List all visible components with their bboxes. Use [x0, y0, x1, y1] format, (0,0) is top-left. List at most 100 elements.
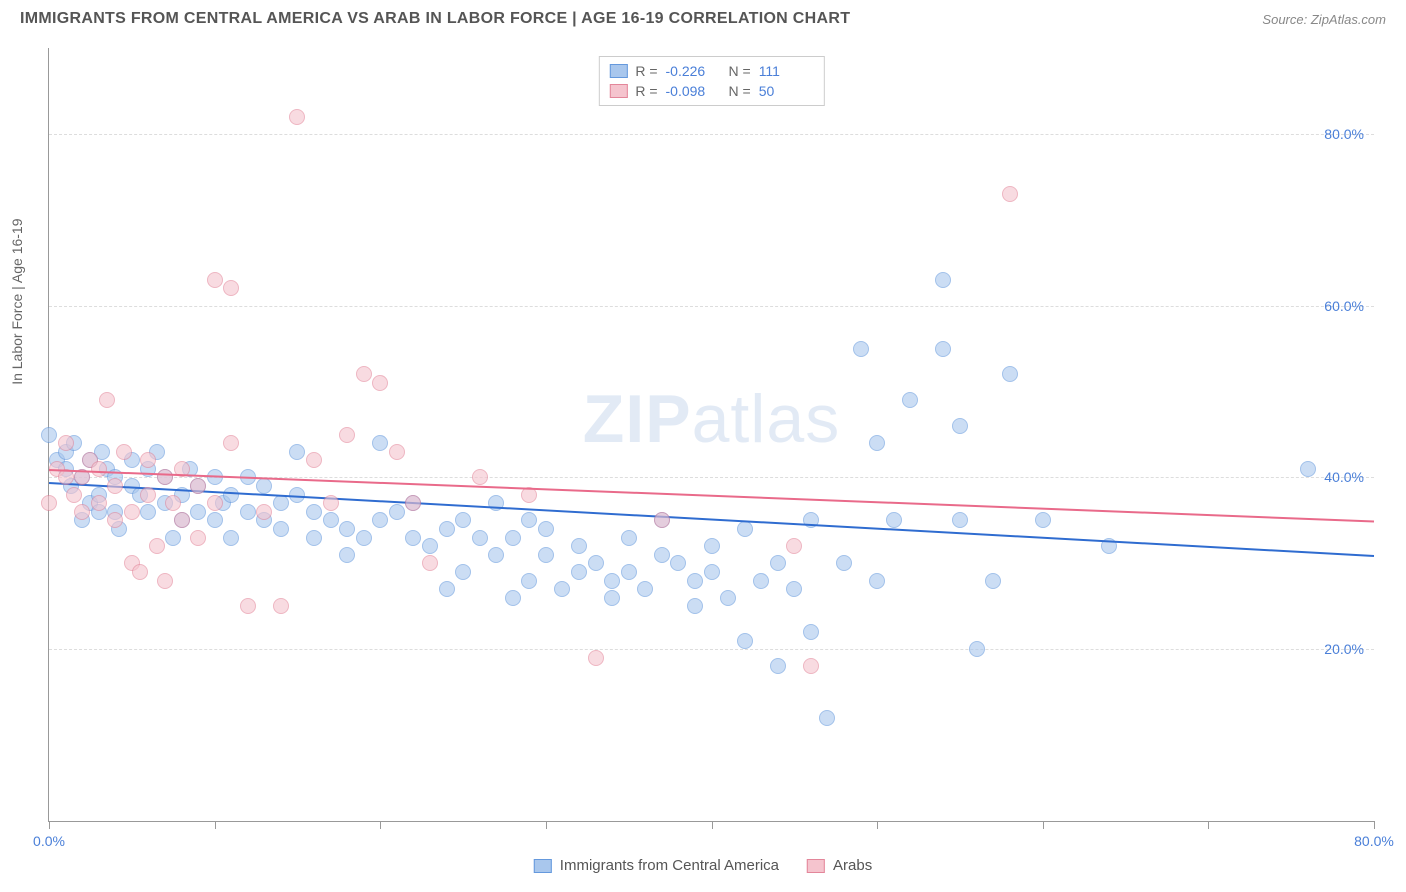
- data-point: [273, 495, 289, 511]
- data-point: [256, 504, 272, 520]
- chart-title: IMMIGRANTS FROM CENTRAL AMERICA VS ARAB …: [20, 10, 850, 28]
- data-point: [505, 590, 521, 606]
- x-tick-label: 80.0%: [1354, 833, 1394, 849]
- data-point: [356, 530, 372, 546]
- data-point: [952, 418, 968, 434]
- data-point: [455, 512, 471, 528]
- data-point: [405, 495, 421, 511]
- data-point: [91, 461, 107, 477]
- data-point: [356, 366, 372, 382]
- data-point: [1300, 461, 1316, 477]
- data-point: [207, 495, 223, 511]
- data-point: [140, 452, 156, 468]
- x-tick: [1374, 821, 1375, 829]
- data-point: [240, 504, 256, 520]
- data-point: [389, 444, 405, 460]
- data-point: [687, 598, 703, 614]
- data-point: [521, 573, 537, 589]
- data-point: [149, 538, 165, 554]
- data-point: [786, 538, 802, 554]
- grid-line: [49, 306, 1374, 307]
- y-tick-label: 80.0%: [1324, 126, 1364, 142]
- data-point: [372, 375, 388, 391]
- y-tick-label: 60.0%: [1324, 298, 1364, 314]
- data-point: [190, 530, 206, 546]
- x-tick-label: 0.0%: [33, 833, 65, 849]
- data-point: [157, 469, 173, 485]
- chart-header: IMMIGRANTS FROM CENTRAL AMERICA VS ARAB …: [0, 0, 1406, 36]
- data-point: [223, 530, 239, 546]
- x-tick: [546, 821, 547, 829]
- legend-swatch-icon: [609, 84, 627, 98]
- data-point: [538, 547, 554, 563]
- data-point: [439, 581, 455, 597]
- x-tick: [380, 821, 381, 829]
- data-point: [389, 504, 405, 520]
- data-point: [41, 427, 57, 443]
- grid-line: [49, 134, 1374, 135]
- data-point: [803, 624, 819, 640]
- data-point: [803, 658, 819, 674]
- data-point: [588, 650, 604, 666]
- data-point: [488, 547, 504, 563]
- data-point: [339, 547, 355, 563]
- data-point: [190, 504, 206, 520]
- chart-source: Source: ZipAtlas.com: [1262, 12, 1386, 27]
- data-point: [339, 521, 355, 537]
- watermark: ZIPatlas: [583, 380, 840, 458]
- data-point: [140, 487, 156, 503]
- data-point: [91, 495, 107, 511]
- data-point: [422, 555, 438, 571]
- data-point: [256, 478, 272, 494]
- data-point: [157, 573, 173, 589]
- data-point: [704, 564, 720, 580]
- data-point: [604, 573, 620, 589]
- series-legend: Immigrants from Central America Arabs: [534, 857, 872, 874]
- data-point: [58, 435, 74, 451]
- data-point: [853, 341, 869, 357]
- data-point: [621, 530, 637, 546]
- data-point: [604, 590, 620, 606]
- data-point: [223, 487, 239, 503]
- data-point: [74, 504, 90, 520]
- data-point: [869, 435, 885, 451]
- data-point: [952, 512, 968, 528]
- data-point: [935, 341, 951, 357]
- data-point: [207, 272, 223, 288]
- data-point: [455, 564, 471, 580]
- data-point: [240, 598, 256, 614]
- x-tick: [1208, 821, 1209, 829]
- data-point: [687, 573, 703, 589]
- data-point: [107, 478, 123, 494]
- data-point: [654, 512, 670, 528]
- correlation-legend: R = -0.226 N = 111 R = -0.098 N = 50: [598, 56, 824, 106]
- data-point: [223, 435, 239, 451]
- data-point: [306, 530, 322, 546]
- legend-swatch-icon: [807, 859, 825, 873]
- data-point: [869, 573, 885, 589]
- x-tick: [712, 821, 713, 829]
- data-point: [306, 504, 322, 520]
- data-point: [704, 538, 720, 554]
- data-point: [66, 487, 82, 503]
- data-point: [770, 658, 786, 674]
- data-point: [372, 512, 388, 528]
- data-point: [306, 452, 322, 468]
- legend-swatch-icon: [534, 859, 552, 873]
- data-point: [174, 512, 190, 528]
- data-point: [372, 435, 388, 451]
- data-point: [472, 469, 488, 485]
- data-point: [1002, 366, 1018, 382]
- data-point: [902, 392, 918, 408]
- series-legend-item: Arabs: [807, 857, 872, 874]
- data-point: [165, 530, 181, 546]
- series-legend-item: Immigrants from Central America: [534, 857, 779, 874]
- data-point: [323, 512, 339, 528]
- grid-line: [49, 649, 1374, 650]
- data-point: [505, 530, 521, 546]
- data-point: [405, 530, 421, 546]
- data-point: [886, 512, 902, 528]
- data-point: [99, 392, 115, 408]
- data-point: [472, 530, 488, 546]
- data-point: [753, 573, 769, 589]
